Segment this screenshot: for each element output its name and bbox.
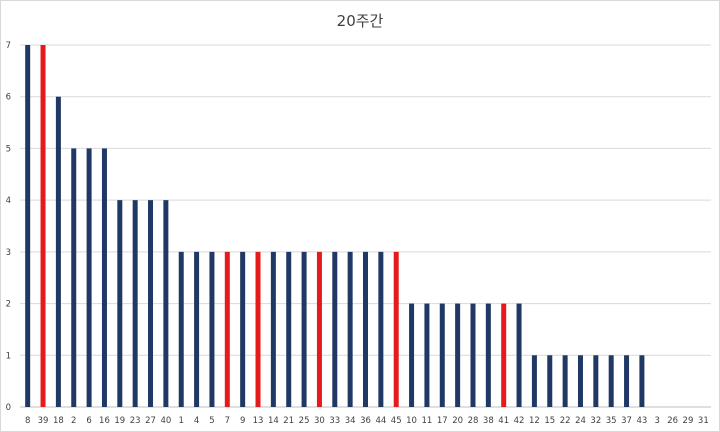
bar	[209, 251, 215, 407]
x-tick-label: 15	[544, 416, 555, 426]
x-tick-label: 35	[606, 416, 617, 426]
x-tick-label: 38	[483, 416, 494, 426]
x-tick-label: 14	[268, 416, 279, 426]
y-tick-label: 1	[6, 351, 11, 361]
bar	[347, 251, 353, 407]
x-tick-label: 27	[145, 416, 156, 426]
bar	[101, 148, 107, 407]
bar	[55, 96, 61, 407]
bar	[409, 303, 415, 407]
x-tick-label: 5	[209, 416, 214, 426]
bar	[363, 251, 368, 407]
bar	[148, 200, 154, 407]
bar	[516, 303, 522, 407]
x-tick-label: 13	[253, 416, 264, 426]
y-tick-label: 2	[6, 300, 11, 310]
x-tick-label: 4	[194, 416, 199, 426]
bar	[86, 148, 92, 407]
x-tick-label: 10	[406, 416, 417, 426]
bar	[593, 355, 599, 407]
x-tick-label: 8	[25, 416, 30, 426]
bar	[470, 303, 476, 407]
bar	[485, 303, 491, 407]
x-tick-label: 21	[283, 416, 294, 426]
y-tick-label: 7	[6, 41, 11, 51]
bar	[132, 200, 138, 407]
x-tick-label: 42	[514, 416, 525, 426]
bar	[577, 355, 583, 407]
x-tick-label: 19	[114, 416, 125, 426]
bar	[393, 251, 399, 407]
chart-title: 20주간	[336, 12, 384, 30]
x-tick-label: 39	[38, 416, 49, 426]
x-tick-label: 33	[329, 416, 340, 426]
bar	[378, 251, 384, 407]
bar	[547, 355, 553, 407]
bar	[270, 251, 276, 407]
bar	[240, 251, 246, 407]
x-tick-label: 1	[179, 416, 184, 426]
y-tick-label: 3	[6, 248, 11, 258]
bar	[163, 200, 169, 407]
x-tick-label: 23	[130, 416, 141, 426]
bar	[25, 45, 31, 407]
x-tick-label: 29	[683, 416, 694, 426]
x-tick-label: 7	[225, 416, 230, 426]
bar	[624, 355, 630, 407]
x-tick-label: 30	[314, 416, 325, 426]
x-tick-label: 41	[498, 416, 509, 426]
x-tick-label: 12	[529, 416, 540, 426]
bar	[71, 148, 77, 407]
x-tick-label: 17	[437, 416, 448, 426]
y-tick-label: 0	[6, 403, 11, 413]
x-tick-label: 9	[240, 416, 245, 426]
x-tick-label: 16	[99, 416, 110, 426]
x-tick-label: 36	[360, 416, 371, 426]
bar	[301, 251, 307, 407]
x-tick-label: 40	[160, 416, 171, 426]
bar	[178, 251, 184, 407]
x-tick-label: 25	[299, 416, 310, 426]
bar	[424, 303, 430, 407]
bar	[255, 251, 261, 407]
bar	[332, 251, 338, 407]
bar	[316, 251, 322, 407]
x-tick-label: 37	[621, 416, 632, 426]
x-tick-label: 22	[560, 416, 571, 426]
bar	[117, 200, 123, 407]
x-tick-label: 18	[53, 416, 64, 426]
bar	[501, 303, 507, 407]
x-tick-label: 24	[575, 416, 586, 426]
x-tick-label: 6	[86, 416, 91, 426]
y-tick-label: 6	[6, 93, 11, 103]
x-tick-label: 28	[468, 416, 479, 426]
x-tick-label: 45	[391, 416, 402, 426]
x-tick-label: 32	[590, 416, 601, 426]
bar	[40, 45, 46, 407]
y-tick-label: 4	[6, 196, 11, 206]
x-tick-label: 44	[375, 416, 386, 426]
bar	[286, 251, 292, 407]
bar	[531, 355, 537, 407]
x-tick-label: 20	[452, 416, 463, 426]
bar	[639, 355, 645, 407]
x-tick-label: 3	[655, 416, 660, 426]
y-tick-label: 5	[6, 144, 11, 154]
x-tick-label: 26	[667, 416, 678, 426]
bar	[194, 251, 200, 407]
x-tick-label: 31	[698, 416, 709, 426]
x-tick-label: 11	[422, 416, 433, 426]
bar	[455, 303, 461, 407]
x-tick-label: 2	[71, 416, 76, 426]
bar	[562, 355, 568, 407]
bar	[224, 251, 230, 407]
x-tick-label: 43	[636, 416, 647, 426]
bar	[439, 303, 445, 407]
x-tick-label: 34	[345, 416, 356, 426]
bar	[608, 355, 614, 407]
